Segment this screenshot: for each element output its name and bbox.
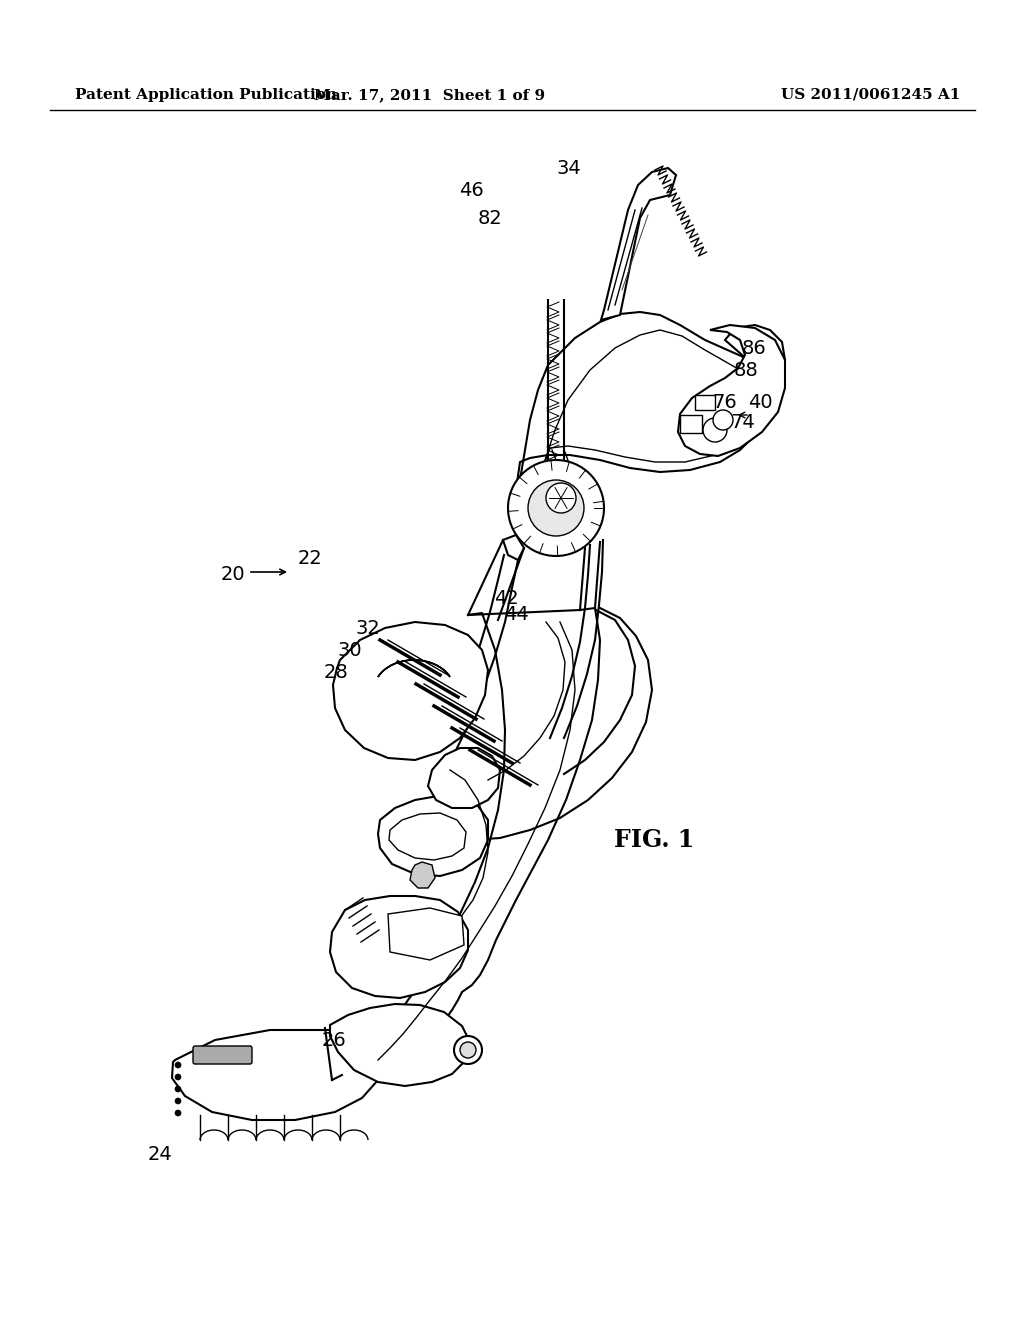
Text: FIG. 1: FIG. 1 xyxy=(614,828,694,851)
Circle shape xyxy=(175,1086,181,1092)
Text: 42: 42 xyxy=(494,589,519,607)
Circle shape xyxy=(175,1063,181,1068)
Text: 22: 22 xyxy=(298,549,323,568)
Polygon shape xyxy=(378,796,488,876)
Polygon shape xyxy=(428,748,500,808)
Text: 32: 32 xyxy=(355,619,380,638)
Text: 28: 28 xyxy=(324,663,348,681)
Text: 24: 24 xyxy=(147,1146,172,1164)
Text: 30: 30 xyxy=(337,640,362,660)
Text: 26: 26 xyxy=(322,1031,347,1049)
Text: 88: 88 xyxy=(734,360,759,380)
Polygon shape xyxy=(330,896,468,998)
Text: 34: 34 xyxy=(556,158,581,177)
Circle shape xyxy=(528,480,584,536)
Circle shape xyxy=(175,1110,181,1115)
Polygon shape xyxy=(540,330,758,475)
Text: Mar. 17, 2011  Sheet 1 of 9: Mar. 17, 2011 Sheet 1 of 9 xyxy=(314,88,546,102)
Circle shape xyxy=(460,1041,476,1059)
Circle shape xyxy=(175,1098,181,1104)
Text: Patent Application Publication: Patent Application Publication xyxy=(75,88,337,102)
Polygon shape xyxy=(333,622,488,760)
FancyBboxPatch shape xyxy=(193,1045,252,1064)
Polygon shape xyxy=(503,535,524,560)
Text: 40: 40 xyxy=(748,392,773,412)
FancyBboxPatch shape xyxy=(680,414,702,433)
Text: 46: 46 xyxy=(459,181,484,199)
Circle shape xyxy=(546,483,575,513)
Polygon shape xyxy=(725,325,785,375)
Polygon shape xyxy=(330,1005,470,1086)
Text: 44: 44 xyxy=(504,606,528,624)
Polygon shape xyxy=(516,312,775,490)
Polygon shape xyxy=(410,862,435,888)
Polygon shape xyxy=(678,325,785,455)
Circle shape xyxy=(508,459,604,556)
Text: 86: 86 xyxy=(742,338,767,358)
Circle shape xyxy=(454,1036,482,1064)
Polygon shape xyxy=(388,908,464,960)
Circle shape xyxy=(175,1074,181,1080)
Text: 74: 74 xyxy=(730,412,755,432)
Polygon shape xyxy=(172,1030,380,1119)
Polygon shape xyxy=(389,813,466,861)
Text: 82: 82 xyxy=(477,209,502,227)
Text: 76: 76 xyxy=(712,392,736,412)
Circle shape xyxy=(703,418,727,442)
Text: 20: 20 xyxy=(220,565,245,585)
Circle shape xyxy=(713,411,733,430)
FancyBboxPatch shape xyxy=(695,395,715,411)
Text: US 2011/0061245 A1: US 2011/0061245 A1 xyxy=(780,88,961,102)
Polygon shape xyxy=(601,168,676,319)
